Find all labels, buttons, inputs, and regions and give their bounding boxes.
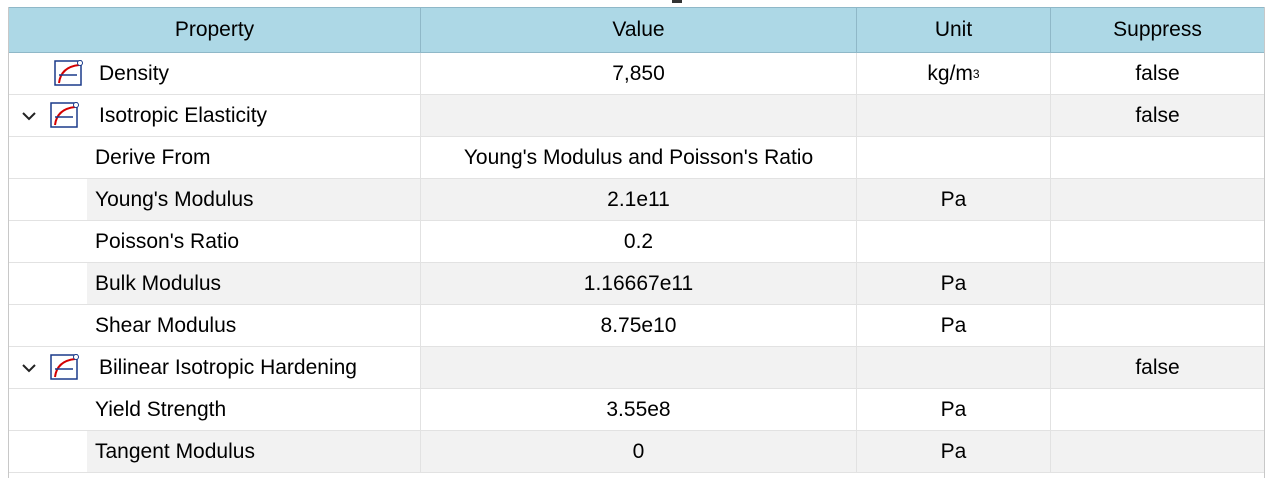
property-cell[interactable]: Isotropic Elasticity — [9, 95, 421, 136]
grid-header: Property Value Unit Suppress — [9, 7, 1264, 53]
property-cell[interactable]: Bulk Modulus — [9, 263, 421, 304]
property-cell[interactable]: Derive From — [9, 137, 421, 178]
clipped-title-fragment — [672, 0, 682, 3]
chevron-down-icon[interactable] — [19, 358, 39, 378]
column-header-property[interactable]: Property — [9, 8, 421, 52]
property-cell[interactable]: Tangent Modulus — [9, 431, 421, 472]
property-cell[interactable]: Poisson's Ratio — [9, 221, 421, 262]
property-label: Shear Modulus — [95, 313, 237, 337]
unit-text: kg/m — [927, 61, 973, 85]
unit-cell: kg/m 3 — [857, 53, 1051, 94]
properties-grid: Property Value Unit Suppress Density 7,8… — [8, 7, 1265, 478]
suppress-cell[interactable]: false — [1135, 61, 1180, 85]
suppress-cell[interactable] — [1051, 305, 1264, 346]
unit-cell: Pa — [857, 431, 1051, 472]
value-cell[interactable]: 0 — [421, 431, 857, 472]
property-cell[interactable]: Shear Modulus — [9, 305, 421, 346]
value-cell[interactable]: 8.75e10 — [421, 305, 857, 346]
property-label: Derive From — [95, 145, 211, 169]
top-strip — [0, 0, 1268, 7]
material-curve-icon — [50, 102, 79, 128]
value-cell[interactable]: 0.2 — [421, 221, 857, 262]
suppress-cell[interactable] — [1051, 389, 1264, 430]
chevron-down-icon[interactable] — [19, 106, 39, 126]
column-header-suppress[interactable]: Suppress — [1113, 18, 1202, 41]
property-label: Density — [99, 61, 170, 85]
table-row[interactable]: Yield Strength 3.55e8 Pa — [9, 389, 1264, 431]
material-curve-icon — [50, 354, 79, 380]
table-row[interactable]: Isotropic Elasticity false — [9, 95, 1264, 137]
value-cell[interactable]: Young's Modulus and Poisson's Ratio — [421, 137, 857, 178]
table-row[interactable]: Density 7,850 kg/m 3 false — [9, 53, 1264, 95]
suppress-cell[interactable] — [1051, 221, 1264, 262]
unit-cell: Pa — [857, 179, 1051, 220]
table-row[interactable]: Young's Modulus 2.1e11 Pa — [9, 179, 1264, 221]
table-row[interactable]: Poisson's Ratio 0.2 — [9, 221, 1264, 263]
column-header-value[interactable]: Value — [421, 8, 857, 52]
suppress-cell[interactable] — [1051, 431, 1264, 472]
value-cell[interactable]: 1.16667e11 — [421, 263, 857, 304]
unit-cell: Pa — [857, 305, 1051, 346]
property-cell[interactable]: Young's Modulus — [9, 179, 421, 220]
suppress-cell[interactable]: false — [1135, 103, 1180, 127]
table-row[interactable]: Shear Modulus 8.75e10 Pa — [9, 305, 1264, 347]
property-label: Poisson's Ratio — [95, 229, 240, 253]
unit-cell — [857, 347, 1051, 388]
value-cell[interactable] — [421, 347, 857, 388]
suppress-cell[interactable] — [1051, 137, 1264, 178]
table-row[interactable]: Tangent Modulus 0 Pa — [9, 431, 1264, 473]
property-label: Bilinear Isotropic Hardening — [99, 355, 357, 379]
property-label: Tangent Modulus — [95, 439, 255, 463]
unit-cell: Pa — [857, 263, 1051, 304]
unit-cell: Pa — [857, 389, 1051, 430]
property-cell[interactable]: Density — [9, 53, 421, 94]
value-cell[interactable] — [421, 95, 857, 136]
value-cell[interactable]: 7,850 — [421, 53, 857, 94]
property-cell[interactable]: Bilinear Isotropic Hardening — [9, 347, 421, 388]
unit-cell — [857, 95, 1051, 136]
suppress-cell[interactable] — [1051, 179, 1264, 220]
property-label: Isotropic Elasticity — [99, 103, 268, 127]
table-row[interactable]: Derive From Young's Modulus and Poisson'… — [9, 137, 1264, 179]
table-row[interactable]: Bulk Modulus 1.16667e11 Pa — [9, 263, 1264, 305]
table-row[interactable]: Bilinear Isotropic Hardening false — [9, 347, 1264, 389]
column-header-unit[interactable]: Unit — [857, 8, 1051, 52]
property-label: Bulk Modulus — [95, 271, 222, 295]
suppress-cell[interactable]: false — [1135, 355, 1180, 379]
property-cell[interactable]: Yield Strength — [9, 389, 421, 430]
suppress-cell[interactable] — [1051, 263, 1264, 304]
material-curve-icon — [54, 60, 83, 86]
property-label: Young's Modulus — [95, 187, 254, 211]
value-cell[interactable]: 3.55e8 — [421, 389, 857, 430]
value-cell[interactable]: 2.1e11 — [421, 179, 857, 220]
unit-cell — [857, 137, 1051, 178]
property-label: Yield Strength — [95, 397, 227, 421]
unit-cell — [857, 221, 1051, 262]
